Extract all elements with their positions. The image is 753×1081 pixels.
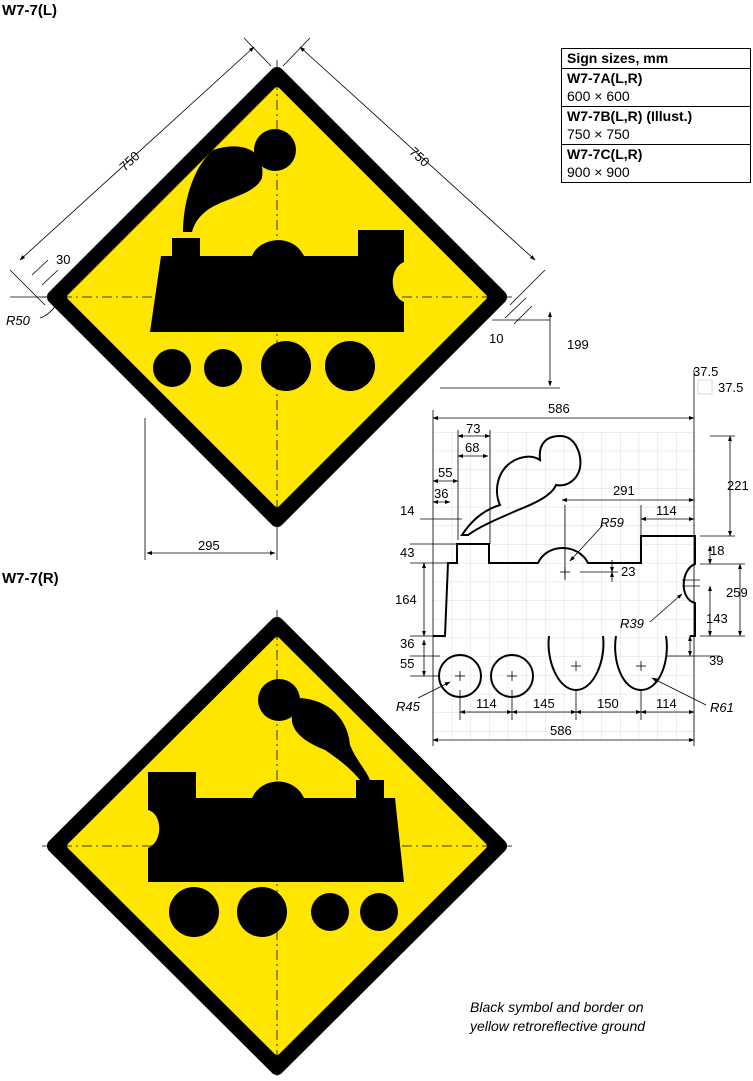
locomotive-right — [148, 679, 404, 937]
dim-114-b: 114 — [656, 696, 677, 711]
dim-cell-b: 37.5 — [718, 380, 743, 395]
dim-164: 164 — [395, 592, 417, 607]
dim-36-left: 36 — [400, 636, 414, 651]
grid-detail: 37.5 37.5 586 73 68 55 36 14 291 114 R59… — [395, 364, 749, 746]
dim-143: 143 — [706, 611, 728, 626]
size-value: 750 × 750 — [567, 126, 630, 142]
heading-right: W7-7(R) — [2, 570, 59, 587]
dim-width-top: 586 — [548, 401, 570, 416]
dim-68: 68 — [465, 440, 479, 455]
size-value: 900 × 900 — [567, 164, 630, 180]
dim-55: 55 — [438, 465, 452, 480]
sizes-title: Sign sizes, mm — [567, 50, 669, 66]
sizes-table: Sign sizes, mm W7-7A(L,R) 600 × 600 W7-7… — [561, 48, 751, 183]
dim-width-bottom: 586 — [550, 723, 572, 738]
sign-right — [42, 610, 512, 1076]
dim-43: 43 — [400, 545, 414, 560]
size-value: 600 × 600 — [567, 88, 630, 104]
dim-side-right: 750 — [406, 144, 432, 170]
dim-border: 30 — [56, 252, 70, 267]
dim-39: 39 — [709, 653, 723, 668]
centerlines-left — [42, 60, 512, 528]
dim-221: 221 — [727, 478, 749, 493]
dim-r39: R39 — [620, 616, 644, 631]
dim-23: 23 — [621, 564, 635, 579]
dim-r61: R61 — [710, 700, 734, 715]
dim-114-top: 114 — [656, 503, 677, 518]
dim-55-left: 55 — [400, 656, 414, 671]
dim-150: 150 — [597, 696, 619, 711]
size-code: W7-7C(L,R) — [562, 144, 750, 164]
dim-14: 14 — [400, 503, 414, 518]
note-line-1: Black symbol and border on — [470, 999, 644, 1015]
dim-259: 259 — [726, 585, 748, 600]
size-code: W7-7A(L,R) — [562, 68, 750, 88]
grid-cell-key — [697, 379, 713, 395]
dim-r59: R59 — [600, 515, 624, 530]
dims-sign-left — [9, 37, 560, 560]
dim-36: 36 — [434, 486, 448, 501]
dim-18: 18 — [710, 543, 724, 558]
centerlines-right — [42, 610, 512, 1076]
dim-cell-a: 37.5 — [693, 364, 718, 379]
heading-left: W7-7(L) — [2, 2, 57, 19]
dim-145: 145 — [533, 696, 555, 711]
dim-offset-v: 199 — [567, 337, 589, 352]
dim-114-a: 114 — [476, 696, 497, 711]
dim-offset-h: 295 — [198, 538, 220, 553]
center-marks — [455, 567, 700, 681]
dim-291: 291 — [613, 483, 635, 498]
color-note: Black symbol and border on yellow retror… — [470, 998, 645, 1036]
sign-left: 750 750 30 R50 10 199 295 — [6, 37, 589, 560]
dim-73: 73 — [466, 421, 480, 436]
dim-margin: 10 — [489, 331, 503, 346]
note-line-2: yellow retroreflective ground — [470, 1018, 646, 1034]
size-code: W7-7B(L,R) (Illust.) — [562, 106, 750, 126]
dims-grid — [410, 370, 745, 746]
dim-r45: R45 — [396, 699, 421, 714]
dim-radius: R50 — [6, 313, 31, 328]
